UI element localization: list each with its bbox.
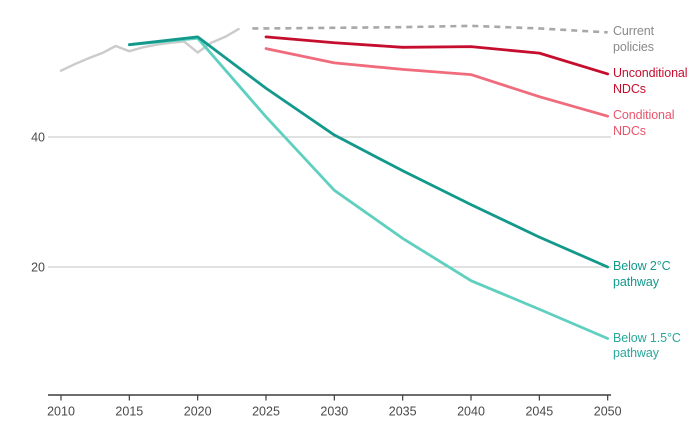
x-axis-tick-label-2035: 2035 (389, 405, 417, 419)
series-label-below-1-5c-pathway: Below 1.5°C pathway (613, 330, 681, 361)
x-axis-tick-label-2015: 2015 (115, 405, 143, 419)
x-axis-tick-label-2020: 2020 (184, 405, 212, 419)
series-label-below-2c-pathway: Below 2°C pathway (613, 259, 671, 289)
x-axis-tick-label-2040: 2040 (457, 405, 485, 419)
line-unconditional-ndcs (264, 35, 610, 76)
x-axis-tick-label-2050: 2050 (594, 405, 622, 419)
series-label-unconditional-ndcs: Unconditional NDCs (613, 65, 688, 96)
y-axis-tick-label-20: 20 (31, 261, 45, 275)
x-axis-tick-label-2045: 2045 (525, 405, 553, 419)
line-conditional-ndcs (264, 47, 610, 118)
series-label-current-policies: Current policies (613, 24, 654, 55)
y-axis-tick-label-40: 40 (31, 131, 45, 145)
line-below-1-5c (127, 36, 610, 340)
line-below-2c (127, 35, 610, 269)
x-axis-tick-label-2025: 2025 (252, 405, 280, 419)
x-axis-tick-label-2010: 2010 (47, 405, 75, 419)
x-axis-tick-label-2030: 2030 (320, 405, 348, 419)
series-label-conditional-ndcs: Conditional NDCs (613, 108, 675, 138)
line-current-policies (252, 24, 608, 34)
line-historical (59, 27, 240, 72)
